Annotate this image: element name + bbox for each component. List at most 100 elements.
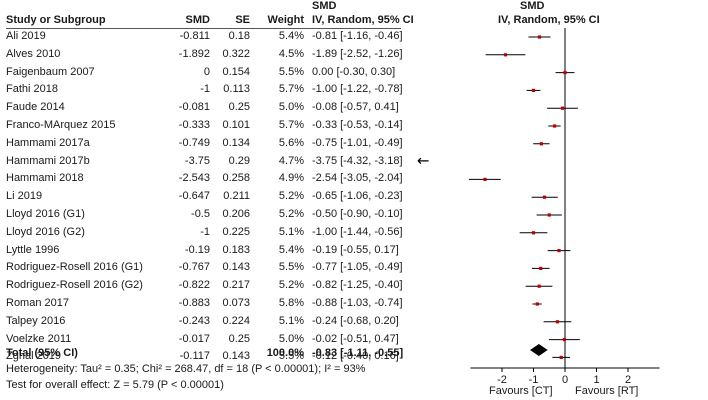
- study-se: 0.211: [223, 190, 250, 203]
- header-divider: [6, 28, 401, 29]
- study-point: [563, 71, 567, 75]
- study-se: 0.113: [223, 83, 250, 96]
- x-tick-label: 2: [625, 374, 631, 386]
- study-point: [560, 106, 565, 110]
- study-smd: -1: [200, 83, 210, 96]
- study-ci: -1.00 [-1.44, -0.56]: [312, 225, 403, 238]
- study-weight: 5.0%: [278, 101, 304, 114]
- study-smd: -3.75: [184, 154, 210, 167]
- study-smd: -1.892: [178, 47, 210, 60]
- study-se: 0.206: [222, 208, 250, 220]
- smd-column-header: SMD: [185, 14, 210, 26]
- study-smd: -0.647: [178, 190, 210, 203]
- study-point: [547, 213, 551, 217]
- se-column-header: SE: [235, 14, 250, 26]
- study-point: [535, 302, 539, 306]
- study-weight: 5.1%: [278, 225, 304, 238]
- study-point: [503, 53, 508, 57]
- study-point: [559, 355, 563, 359]
- ci-group-header: SMD: [312, 0, 337, 12]
- study-ci: -0.75 [-1.01, -0.49]: [312, 136, 403, 149]
- study-smd: -2.543: [178, 172, 210, 185]
- study-name: Fathi 2018: [6, 83, 58, 96]
- study-weight: 4.5%: [278, 47, 304, 60]
- x-tick-label: -2: [497, 374, 507, 386]
- study-ci: -0.08 [-0.57, 0.41]: [312, 101, 399, 114]
- overall-effect-text: Test for overall effect: Z = 5.79 (P < 0…: [6, 379, 224, 391]
- favours-right-label: Favours [RT]: [575, 385, 639, 397]
- study-weight: 5.8%: [278, 297, 304, 309]
- study-point: [539, 142, 543, 146]
- study-name: Zghal 2019: [6, 350, 62, 363]
- study-se: 0.134: [222, 136, 250, 149]
- study-name: Franco-MArquez 2015: [6, 119, 116, 131]
- study-name: Lyttle 1996: [6, 243, 60, 256]
- study-se: 0.224: [222, 314, 250, 327]
- study-se: 0.25: [228, 332, 250, 345]
- study-ci: -0.81 [-1.16, -0.46]: [312, 30, 403, 42]
- study-point: [537, 284, 541, 288]
- plot-subheader: IV, Random, 95% CI: [498, 14, 600, 26]
- study-se: 0.217: [222, 279, 250, 292]
- study-name: Roman 2017: [6, 297, 69, 309]
- study-ci: -0.77 [-1.05, -0.49]: [312, 261, 403, 274]
- study-name: Hammami 2017a: [6, 136, 90, 149]
- study-ci: -1.00 [-1.22, -0.78]: [312, 83, 403, 96]
- study-weight: 5.5%: [278, 261, 304, 274]
- study-se: 0.225: [222, 225, 250, 238]
- total-ci: -0.83 [-1.11, -0.55]: [312, 347, 404, 359]
- total-weight: 100.0%: [266, 347, 304, 359]
- study-se: 0.258: [222, 172, 250, 185]
- study-weight: 5.5%: [278, 350, 304, 363]
- study-point: [542, 195, 547, 199]
- study-name: Hammami 2018: [6, 172, 84, 185]
- study-smd: 0: [203, 65, 210, 78]
- study-ci: -2.54 [-3.05, -2.04]: [312, 172, 403, 185]
- study-name: Rodriguez-Rosell 2016 (G2): [6, 279, 143, 292]
- study-se: 0.183: [222, 243, 250, 256]
- study-smd: -0.243: [178, 314, 210, 327]
- study-name: Rodriguez-Rosell 2016 (G1): [6, 261, 143, 274]
- study-name: Lloyd 2016 (G1): [6, 208, 85, 220]
- study-se: 0.18: [228, 30, 250, 42]
- study-name: Ali 2019: [6, 30, 46, 42]
- plot-group-header: SMD: [520, 0, 545, 12]
- study-smd: -0.883: [178, 297, 210, 309]
- study-name: Faigenbaum 2007: [6, 65, 95, 78]
- study-ci: 0.00 [-0.30, 0.30]: [312, 65, 396, 78]
- study-weight: 5.2%: [278, 208, 304, 220]
- study-name: Talpey 2016: [6, 314, 66, 327]
- study-ci: -0.65 [-1.06, -0.23]: [312, 190, 403, 203]
- study-se: 0.073: [222, 297, 250, 309]
- study-point: [483, 177, 487, 181]
- study-ci: -0.82 [-1.25, -0.40]: [312, 279, 403, 292]
- study-smd: -0.767: [178, 261, 210, 274]
- study-smd: -0.749: [178, 136, 210, 149]
- study-weight: 5.2%: [278, 279, 304, 292]
- study-se: 0.101: [222, 119, 250, 131]
- study-name: Faude 2014: [6, 101, 65, 114]
- study-ci: -0.33 [-0.53, -0.14]: [312, 119, 403, 131]
- study-smd: -0.117: [179, 350, 210, 363]
- study-ci: -0.12 [-0.40, 0.16]: [312, 350, 399, 363]
- study-se: 0.143: [222, 261, 250, 274]
- study-se: 0.25: [228, 101, 250, 114]
- study-ci: -0.50 [-0.90, -0.10]: [312, 208, 403, 220]
- ci-subheader: IV, Random, 95% CI: [312, 14, 414, 26]
- study-ci: -0.24 [-0.68, 0.20]: [312, 314, 399, 327]
- study-point: [562, 338, 566, 342]
- study-smd: -0.5: [191, 208, 210, 220]
- study-weight: 5.2%: [278, 190, 304, 203]
- study-name: Hammami 2017b: [6, 154, 90, 167]
- study-name: Li 2019: [6, 190, 43, 203]
- study-ci: -3.75 [-4.32, -3.18]: [312, 154, 403, 167]
- study-weight: 5.1%: [278, 314, 304, 327]
- study-ci: -1.89 [-2.52, -1.26]: [312, 47, 403, 60]
- study-point: [557, 249, 561, 253]
- study-weight: 5.6%: [278, 136, 304, 149]
- study-weight: 5.0%: [278, 332, 304, 345]
- study-name: Voelzke 2011: [6, 332, 72, 345]
- study-weight: 5.4%: [278, 243, 304, 256]
